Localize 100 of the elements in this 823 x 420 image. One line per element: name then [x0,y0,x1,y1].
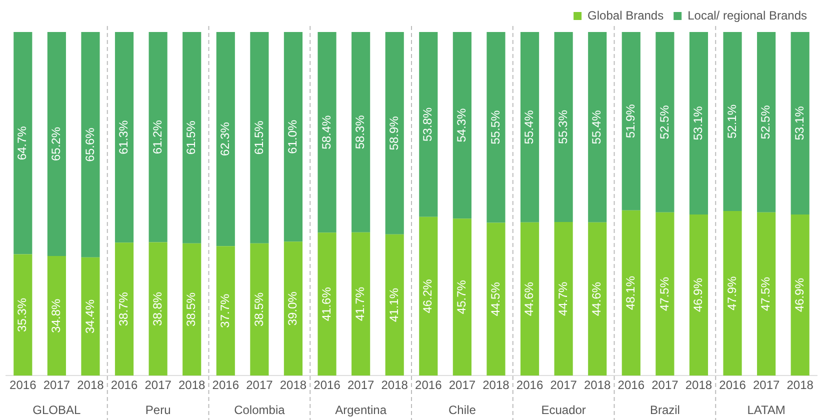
x-tick-label: 2018 [584,378,612,392]
data-label: 44.6% [522,282,536,316]
bar [656,32,674,212]
legend-label: Local/ regional Brands [688,8,808,22]
bar [182,243,202,376]
x-tick-label: 2016 [314,378,341,392]
data-label: 46.9% [792,278,806,312]
data-label: 51.9% [623,104,638,138]
x-tick-label: 2018 [482,378,510,392]
bar [689,32,708,214]
data-label: 44.7% [556,281,570,316]
text: Peru [145,403,171,417]
bar [216,32,235,246]
data-label: 41.1% [386,288,401,322]
x-tick-label: 2016 [719,378,746,392]
x-tick-label: 2017 [246,378,274,392]
data-label: 47.5% [657,276,672,312]
x-tick-label: 2017 [448,378,476,392]
data-label: 52.5% [758,104,773,140]
bar [554,222,573,376]
bar [318,232,336,376]
bar [520,222,540,376]
data-label: 47.5% [758,276,773,312]
data-label: 54.3% [454,108,468,142]
data-label: 35.3% [15,298,30,332]
bar [757,212,776,376]
data-label: 44.5% [488,282,502,316]
bar [81,32,100,258]
x-tick-label: 2018 [77,378,104,392]
bar [47,32,66,256]
data-label: 34.8% [49,298,63,333]
data-label: 38.5% [184,292,198,326]
x-tick-label: 2018 [178,378,206,392]
data-label: 38.8% [150,292,164,326]
x-tick-label: 2018 [685,378,712,392]
x-tick-label: 2017 [43,378,70,392]
x-tick-label: 2016 [618,378,645,392]
data-label: 48.1% [623,276,638,310]
data-label: 61.5% [252,120,266,155]
data-label: 46.2% [420,278,435,314]
x-tick-label: 2016 [10,378,37,392]
data-label: 62.3% [218,122,232,156]
bar [486,32,506,223]
bar [352,32,370,232]
bar [622,32,640,210]
data-label: 61.0% [286,119,300,154]
x-tick-label: 2017 [550,378,578,392]
text: LATAM [747,403,786,417]
bar [47,256,66,376]
bar [419,32,438,217]
bar [284,242,303,376]
data-label: 61.3% [116,120,131,154]
bar [790,214,810,376]
bar [148,32,168,242]
bar [486,222,506,376]
text: GLOBAL [32,403,82,417]
data-label: 46.9% [691,278,706,312]
bar [790,32,810,214]
data-label: 41.6% [319,286,334,322]
bar [452,32,472,219]
x-tick-label: 2017 [752,378,780,392]
bar [520,32,540,222]
bar [352,232,370,376]
bar [588,32,607,222]
data-label: 58.9% [386,116,401,150]
bar [250,243,269,376]
bar [81,257,100,376]
x-tick-label: 2017 [652,378,679,392]
text: Colombia [234,403,286,417]
x-tick-label: 2018 [280,378,307,392]
bar [250,32,269,244]
text: Chile [448,403,476,417]
bar [114,32,134,243]
x-tick-label: 2018 [381,378,408,392]
x-tick-label: 2018 [786,378,814,392]
bar [757,32,776,212]
bar [723,32,742,212]
x-tick-label: 2017 [347,378,374,392]
data-label: 45.7% [454,280,468,314]
data-label: 34.4% [82,299,97,334]
bar [385,32,404,234]
x-tick-label: 2016 [212,378,240,392]
x-tick-label: 2017 [144,378,172,392]
bar [284,32,303,242]
data-label: 58.4% [319,114,334,150]
data-label: 37.7% [218,293,232,328]
data-label: 52.1% [724,104,739,139]
bar [318,32,336,233]
text: Argentina [335,403,387,417]
bar [182,32,202,244]
data-label: 65.6% [82,127,97,162]
bar [588,222,607,376]
bar [14,32,32,254]
data-label: 64.7% [15,126,30,160]
data-label: 38.5% [252,292,266,326]
bar [114,242,134,376]
bar [148,242,168,376]
data-label: 61.2% [150,120,164,154]
data-label: 52.5% [657,104,672,140]
data-label: 47.9% [724,276,739,310]
